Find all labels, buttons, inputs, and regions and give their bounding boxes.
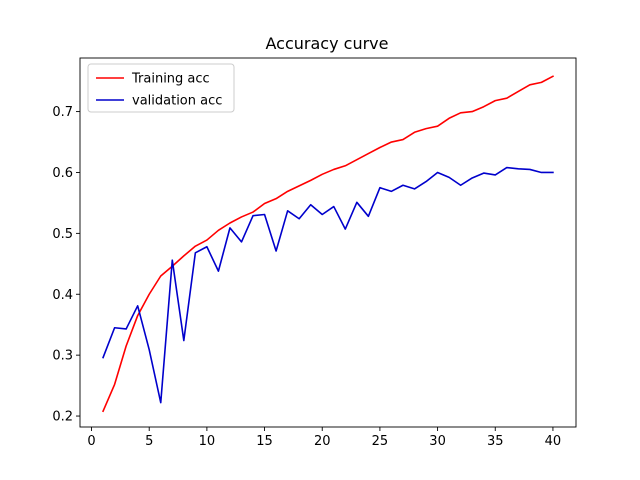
x-tick-label: 30 xyxy=(429,434,446,449)
series-line-training-acc xyxy=(102,75,555,413)
legend-label: Training acc xyxy=(131,72,210,87)
series-line-validation-acc xyxy=(102,166,554,404)
x-tick-label: 0 xyxy=(87,434,95,449)
x-tick-label: 5 xyxy=(145,434,153,449)
y-tick-label: 0.6 xyxy=(52,166,73,181)
x-tick-label: 10 xyxy=(199,434,216,449)
x-tick-label: 35 xyxy=(487,434,504,449)
plot-area xyxy=(102,75,555,413)
y-tick-label: 0.4 xyxy=(52,288,73,303)
legend-label: validation acc xyxy=(132,94,222,109)
y-tick-label: 0.3 xyxy=(52,349,73,364)
legend-box xyxy=(87,63,235,113)
axes: 0 5 10 15 20 25 30 35 40 0.2 0.3 0.4 0.5 0.6 0.7 xyxy=(52,57,577,449)
x-tick-label: 25 xyxy=(372,434,389,449)
y-tick-label: 0.7 xyxy=(52,105,73,120)
chart-title: Accuracy curve xyxy=(266,34,389,53)
x-tick-label: 40 xyxy=(545,434,562,449)
x-tick-label: 15 xyxy=(256,434,273,449)
y-tick-label: 0.5 xyxy=(52,227,73,242)
legend: Training acc validation acc xyxy=(87,63,235,113)
axes-frame xyxy=(79,57,577,428)
x-tick-label: 20 xyxy=(314,434,331,449)
y-tick-label: 0.2 xyxy=(52,410,73,425)
